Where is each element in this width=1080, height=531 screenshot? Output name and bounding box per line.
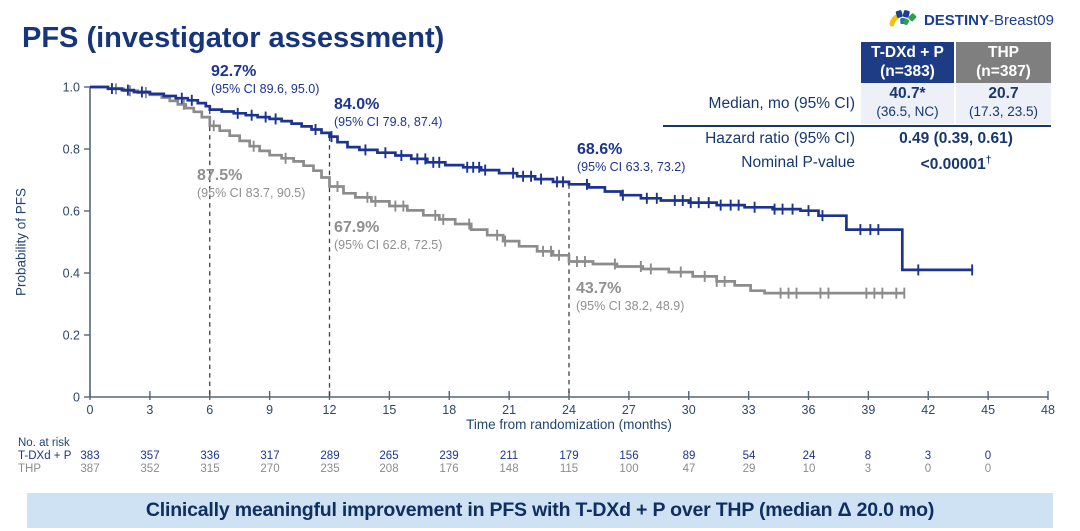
at-risk-row-label: T-DXd + P: [18, 450, 72, 462]
svg-text:12: 12: [323, 403, 337, 417]
at-risk-row-label: THP: [18, 463, 41, 475]
at-risk-value: 383: [80, 450, 100, 462]
svg-text:36: 36: [802, 403, 816, 417]
svg-text:30: 30: [682, 403, 696, 417]
x-axis-label: Time from randomization (months): [466, 417, 672, 432]
svg-text:24: 24: [562, 403, 576, 417]
svg-text:21: 21: [502, 403, 516, 417]
at-risk-value: 115: [559, 463, 579, 475]
at-risk-value: 10: [802, 463, 816, 475]
svg-text:0: 0: [73, 391, 80, 405]
pvalue-label: Nominal P-value: [741, 154, 855, 171]
annotation-tdxd-6mo: 92.7% (95% CI 89.6, 95.0): [211, 63, 320, 96]
at-risk-value: 148: [499, 463, 519, 475]
pvalue-value: <0.00001†: [920, 154, 992, 174]
at-risk-value: 289: [320, 450, 340, 462]
annotation-thp-12mo: 67.9% (95% CI 62.8, 72.5): [334, 219, 443, 252]
svg-text:45: 45: [981, 403, 995, 417]
destiny-fan-icon: [889, 5, 919, 36]
at-risk-value: 270: [260, 463, 280, 475]
logo-text: DESTINY-Breast09: [923, 12, 1054, 29]
at-risk-value: 317: [260, 450, 280, 462]
svg-text:3: 3: [146, 403, 153, 417]
svg-text:1.0: 1.0: [63, 81, 80, 95]
at-risk-value: 265: [379, 450, 399, 462]
at-risk-value: 54: [742, 450, 756, 462]
page-title: PFS (investigator assessment): [22, 22, 445, 54]
at-risk-value: 179: [559, 450, 579, 462]
at-risk-value: 3: [924, 450, 932, 462]
svg-text:33: 33: [742, 403, 756, 417]
at-risk-value: 0: [984, 463, 992, 475]
stats-header-tdxd: T-DXd + P (n=383): [861, 42, 954, 83]
conclusion-banner-text: Clinically meaningful improvement in PFS…: [145, 499, 935, 521]
svg-text:39: 39: [861, 403, 875, 417]
at-risk-value: 0: [924, 463, 932, 475]
svg-text:9: 9: [266, 403, 273, 417]
at-risk-value: 100: [619, 463, 639, 475]
median-label: Median, mo (95% CI): [708, 94, 855, 112]
at-risk-value: 239: [439, 450, 459, 462]
at-risk-value: 0: [984, 450, 992, 462]
stats-divider: [663, 124, 1051, 127]
at-risk-value: 3: [864, 463, 872, 475]
at-risk-value: 211: [499, 450, 519, 462]
svg-text:42: 42: [921, 403, 935, 417]
annotation-thp-24mo: 43.7% (95% CI 38.2, 48.9): [576, 280, 685, 313]
svg-text:0: 0: [87, 403, 94, 417]
destiny-breast09-logo: DESTINY-Breast09: [889, 5, 1054, 36]
at-risk-value: 29: [742, 463, 756, 475]
stats-header-row: T-DXd + P (n=383) THP (n=387): [663, 42, 1051, 83]
hazard-ratio-label: Hazard ratio (95% CI): [705, 130, 855, 147]
at-risk-value: 208: [379, 463, 399, 475]
svg-text:15: 15: [382, 403, 396, 417]
at-risk-value: 336: [200, 450, 220, 462]
at-risk-title: No. at risk: [18, 437, 70, 449]
stats-header-thp: THP (n=387): [956, 42, 1051, 83]
hazard-ratio-value: 0.49 (0.39, 0.61): [899, 130, 1013, 147]
conclusion-banner: Clinically meaningful improvement in PFS…: [27, 493, 1053, 528]
at-risk-value: 24: [802, 450, 816, 462]
at-risk-value: 352: [140, 463, 160, 475]
svg-text:18: 18: [442, 403, 456, 417]
at-risk-value: 89: [682, 450, 696, 462]
svg-text:0.2: 0.2: [63, 329, 80, 343]
y-axis-label: Probability of PFS: [13, 187, 29, 297]
svg-text:48: 48: [1041, 403, 1055, 417]
svg-text:0.4: 0.4: [63, 267, 80, 281]
svg-text:0.6: 0.6: [63, 205, 80, 219]
stats-row-median: Median, mo (95% CI) 40.7* (36.5, NC) 20.…: [663, 83, 1051, 124]
at-risk-value: 235: [320, 463, 340, 475]
annotation-thp-6mo: 87.5% (95% CI 83.7, 90.5): [197, 167, 306, 200]
at-risk-value: 47: [682, 463, 696, 475]
svg-text:6: 6: [206, 403, 213, 417]
stats-row-hazard-ratio: Hazard ratio (95% CI) 0.49 (0.39, 0.61): [663, 127, 1051, 151]
at-risk-value: 387: [80, 463, 100, 475]
svg-text:27: 27: [622, 403, 636, 417]
median-thp-cell: 20.7 (17.3, 23.5): [956, 83, 1051, 124]
at-risk-value: 357: [140, 450, 160, 462]
at-risk-value: 8: [864, 450, 872, 462]
stats-row-pvalue: Nominal P-value <0.00001†: [663, 151, 1051, 175]
stats-table: T-DXd + P (n=383) THP (n=387) Median, mo…: [663, 42, 1051, 175]
median-tdxd-cell: 40.7* (36.5, NC): [861, 83, 954, 124]
at-risk-value: 315: [200, 463, 220, 475]
annotation-tdxd-12mo: 84.0% (95% CI 79.8, 87.4): [334, 96, 443, 129]
at-risk-value: 156: [619, 450, 639, 462]
at-risk-value: 176: [439, 463, 459, 475]
annotation-tdxd-24mo: 68.6% (95% CI 63.3, 73.2): [577, 141, 686, 174]
svg-text:0.8: 0.8: [63, 143, 80, 157]
